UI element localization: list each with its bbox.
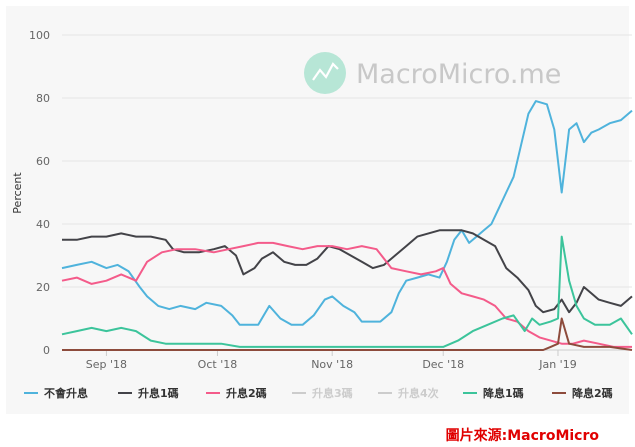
y-tick-label: 60 [36, 155, 50, 168]
x-tick-label: Oct '18 [198, 358, 238, 371]
watermark: MacroMicro.me [304, 52, 561, 94]
series-line[interactable] [62, 229, 633, 314]
y-tick-label: 40 [36, 218, 50, 231]
series-line[interactable] [62, 317, 633, 351]
legend-label: 升息4次 [398, 386, 439, 400]
legend-item[interactable]: 升息2碼 [206, 386, 267, 400]
gridlines [62, 34, 632, 288]
legend-label: 升息3碼 [312, 386, 353, 400]
series-line[interactable] [61, 241, 632, 348]
legend-item[interactable]: 降息1碼 [463, 386, 524, 400]
legend-item[interactable]: 升息4次 [378, 386, 439, 400]
series-line[interactable] [61, 100, 633, 326]
y-tick-label: 0 [43, 344, 50, 357]
y-axis-label: Percent [11, 172, 24, 214]
source-credit: 圖片來源:MacroMicro [445, 428, 599, 444]
y-tick-label: 100 [29, 29, 50, 42]
x-tick-label: Sep '18 [86, 358, 127, 371]
x-tick-label: Jan '19 [538, 358, 576, 371]
y-tick-label: 20 [36, 281, 50, 294]
series-line[interactable] [61, 235, 633, 348]
legend-label: 不會升息 [44, 386, 88, 400]
legend: 不會升息 升息1碼 升息2碼 升息3碼 升息4次 降息1碼 降息2碼 [24, 386, 613, 400]
x-axis-ticks: Sep '18 Oct '18 Nov '18 Dec '18 Jan '19 [86, 350, 577, 371]
legend-item[interactable]: 不會升息 [24, 386, 88, 400]
y-tick-label: 80 [36, 92, 50, 105]
legend-label: 降息2碼 [572, 386, 613, 400]
series-lines [61, 100, 633, 351]
legend-item[interactable]: 升息1碼 [118, 386, 179, 400]
legend-label: 升息2碼 [226, 386, 267, 400]
legend-label: 降息1碼 [483, 386, 524, 400]
watermark-logo-line-icon [312, 62, 339, 81]
legend-item[interactable]: 降息2碼 [552, 386, 613, 400]
y-axis-ticks: 0 20 40 60 80 100 [29, 29, 50, 357]
watermark-logo-icon [304, 52, 346, 94]
x-tick-label: Dec '18 [422, 358, 464, 371]
legend-label: 升息1碼 [138, 386, 179, 400]
watermark-text: MacroMicro.me [356, 59, 561, 90]
x-tick-label: Nov '18 [311, 358, 353, 371]
legend-item[interactable]: 升息3碼 [292, 386, 353, 400]
